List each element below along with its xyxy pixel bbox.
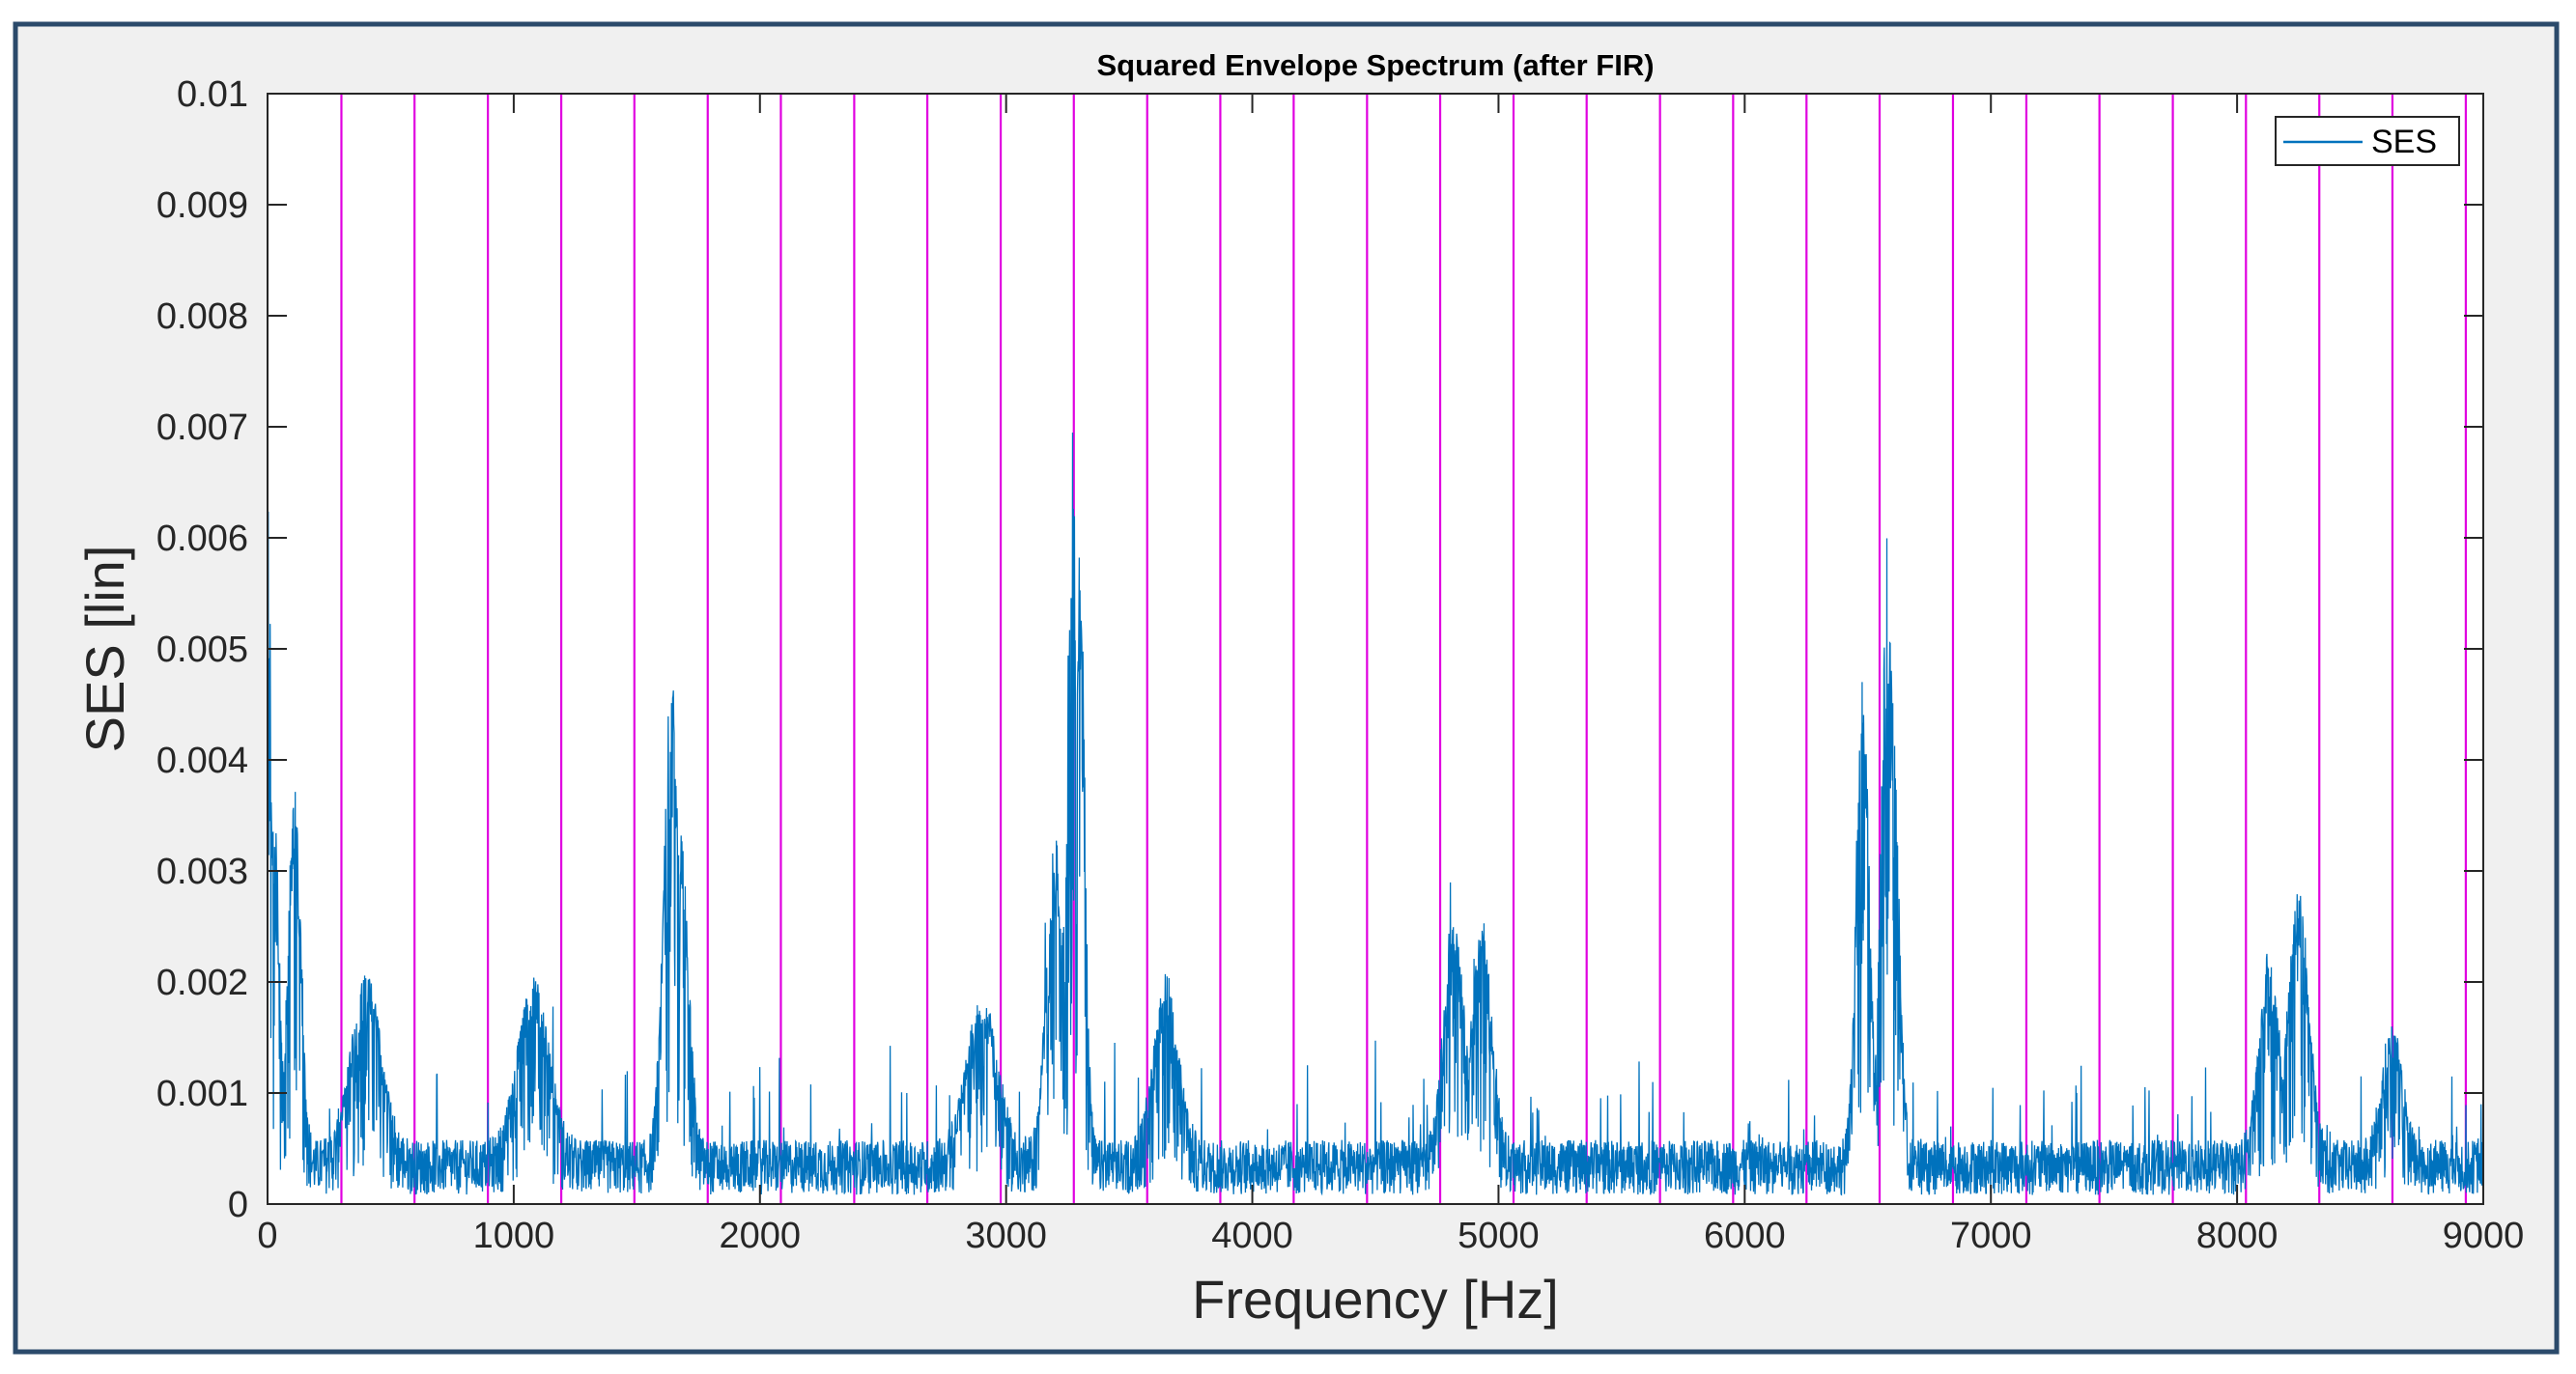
plot-area xyxy=(268,94,2483,1204)
x-tick-label: 9000 xyxy=(2443,1216,2525,1256)
chart-title: Squared Envelope Spectrum (after FIR) xyxy=(1096,48,1654,82)
x-tick-label: 0 xyxy=(257,1216,277,1256)
plot-axes-box xyxy=(267,93,2484,1205)
y-tick-label: 0.008 xyxy=(156,296,248,337)
y-tick-label: 0 xyxy=(228,1185,248,1225)
harmonic-markers xyxy=(340,94,2468,1204)
y-tick-label: 0.001 xyxy=(156,1074,248,1114)
x-tick-label: 8000 xyxy=(2196,1216,2279,1256)
x-tick-label: 5000 xyxy=(1458,1216,1540,1256)
y-tick-label: 0.002 xyxy=(156,963,248,1003)
y-tick-label: 0.004 xyxy=(156,741,248,781)
x-tick-label: 2000 xyxy=(720,1216,802,1256)
y-tick-label: 0.006 xyxy=(156,519,248,559)
y-tick-labels: 0 0.001 0.002 0.003 0.004 0.005 0.006 0.007 0.00… xyxy=(156,74,248,1225)
x-tick-label: 4000 xyxy=(1211,1216,1293,1256)
y-tick-label: 0.009 xyxy=(156,185,248,226)
y-axis-label: SES [lin] xyxy=(74,546,135,753)
legend-label-ses: SES xyxy=(2371,124,2437,160)
y-tick-label: 0.003 xyxy=(156,852,248,892)
y-tick-label: 0.005 xyxy=(156,630,248,670)
ses-series-line xyxy=(267,433,2484,1196)
x-tick-label: 1000 xyxy=(473,1216,555,1256)
x-tick-labels: 0 1000 2000 3000 4000 5000 6000 7000 8000 9000 xyxy=(257,1216,2524,1256)
x-axis-label: Frequency [Hz] xyxy=(1192,1269,1559,1330)
ses-series xyxy=(267,433,2484,1196)
legend: SES xyxy=(2275,116,2460,166)
y-tick-label: 0.01 xyxy=(177,74,248,115)
x-tick-label: 6000 xyxy=(1704,1216,1786,1256)
x-tick-label: 3000 xyxy=(965,1216,1047,1256)
y-tick-label: 0.007 xyxy=(156,407,248,448)
x-tick-label: 7000 xyxy=(1950,1216,2032,1256)
